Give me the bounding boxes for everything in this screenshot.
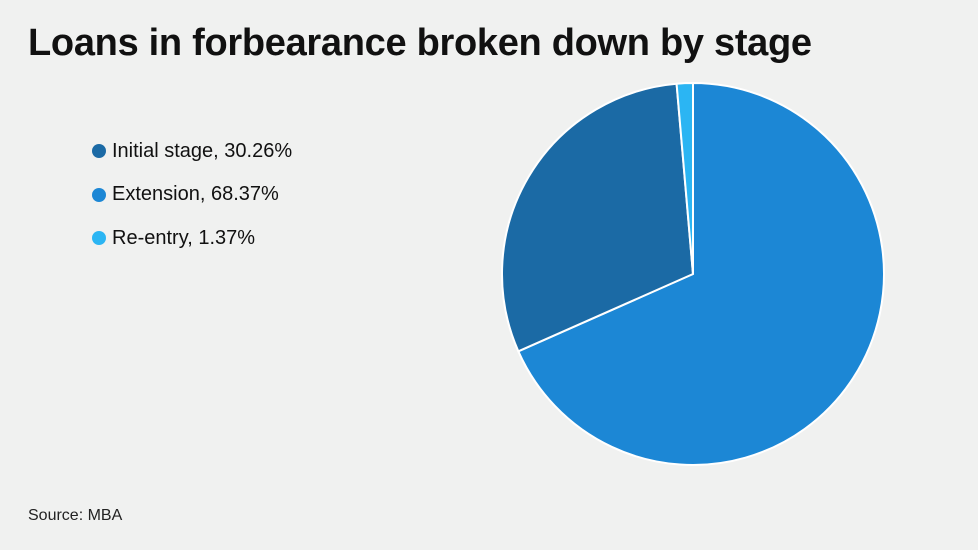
- legend-swatch-icon: [92, 231, 106, 245]
- legend-item-re-entry: Re-entry, 1.37%: [92, 227, 292, 249]
- legend-item-extension: Extension, 68.37%: [92, 183, 292, 206]
- legend-swatch-icon: [92, 144, 106, 158]
- legend-label: Initial stage, 30.26%: [112, 139, 293, 162]
- chart-title: Loans in forbearance broken down by stag…: [28, 22, 812, 64]
- pie-slice-re-entry: [675, 82, 694, 275]
- pie-slice-initial-stage: [500, 82, 694, 353]
- pie-slices: [500, 82, 885, 466]
- source-note: Source: MBA: [28, 507, 123, 524]
- pie-slice-extension: [517, 82, 885, 466]
- legend-swatch-icon: [92, 187, 106, 202]
- legend: Initial stage, 30.26% Extension, 68.37% …: [92, 140, 292, 271]
- legend-label: Extension, 68.37%: [112, 183, 279, 205]
- legend-label: Re-entry, 1.37%: [112, 226, 256, 249]
- legend-item-initial-stage: Initial stage, 30.26%: [92, 140, 292, 162]
